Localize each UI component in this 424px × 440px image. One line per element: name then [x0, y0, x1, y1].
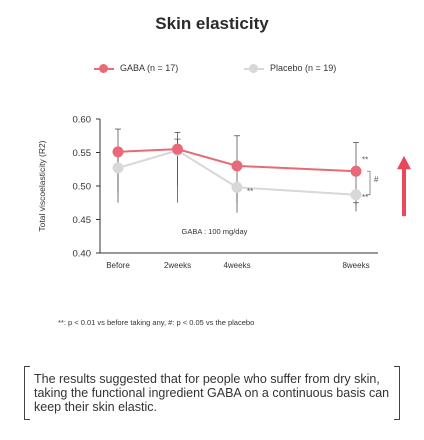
between-group-bracket — [367, 170, 371, 196]
conclusion-box: The results suggested that for people wh… — [24, 366, 400, 426]
legend-placebo-label: Placebo (n = 19) — [270, 63, 337, 73]
gaba-data-point — [231, 160, 243, 172]
y-tick-label: 0.45 — [73, 215, 92, 226]
significance-gaba-8w: ** — [362, 156, 368, 165]
x-tick-label: Before — [106, 261, 130, 270]
significance-between-group: # — [374, 175, 379, 184]
y-axis-label: Total viscoelasticity (R2) — [37, 140, 47, 231]
significance-placebo-4w: ** — [247, 187, 253, 196]
placebo-series-line — [117, 149, 357, 196]
legend-gaba: GABA (n = 17) — [94, 63, 178, 73]
gaba-series-line — [117, 148, 357, 173]
placebo-legend-swatch — [244, 63, 264, 73]
gaba-data-point — [172, 143, 183, 155]
legend-gaba-label: GABA (n = 17) — [120, 63, 179, 73]
left-bracket — [24, 366, 30, 420]
y-tick-label: 0.60 — [73, 115, 92, 126]
skin-elasticity-chart: 0.60 0.55 0.50 0.45 0.40 Total viscoelasticit… — [37, 115, 411, 270]
chart-title: Skin elasticity — [155, 14, 269, 33]
placebo-data-point — [231, 181, 243, 193]
dose-note: GABA : 100 mg/day — [182, 227, 248, 236]
x-tick-label: 4weeks — [223, 261, 250, 270]
y-tick-label: 0.55 — [73, 148, 92, 159]
placebo-data-point — [350, 189, 362, 201]
gaba-data-point — [350, 165, 362, 177]
y-tick-label: 0.40 — [73, 249, 92, 260]
conclusion-text: The results suggested that for people wh… — [34, 372, 390, 414]
significance-placebo-8w: ** — [362, 193, 368, 202]
footnote: **: p < 0.01 vs before taking any, #: p … — [58, 318, 255, 327]
placebo-data-point — [112, 162, 124, 174]
legend-placebo: Placebo (n = 19) — [244, 63, 336, 73]
x-tick-label: 8weeks — [342, 261, 369, 270]
right-bracket — [394, 366, 400, 420]
y-tick-label: 0.50 — [73, 182, 92, 193]
x-tick-label: 2weeks — [164, 261, 191, 270]
gaba-data-point — [112, 146, 124, 158]
gaba-legend-swatch — [94, 63, 114, 73]
red-up-arrow — [397, 155, 411, 217]
